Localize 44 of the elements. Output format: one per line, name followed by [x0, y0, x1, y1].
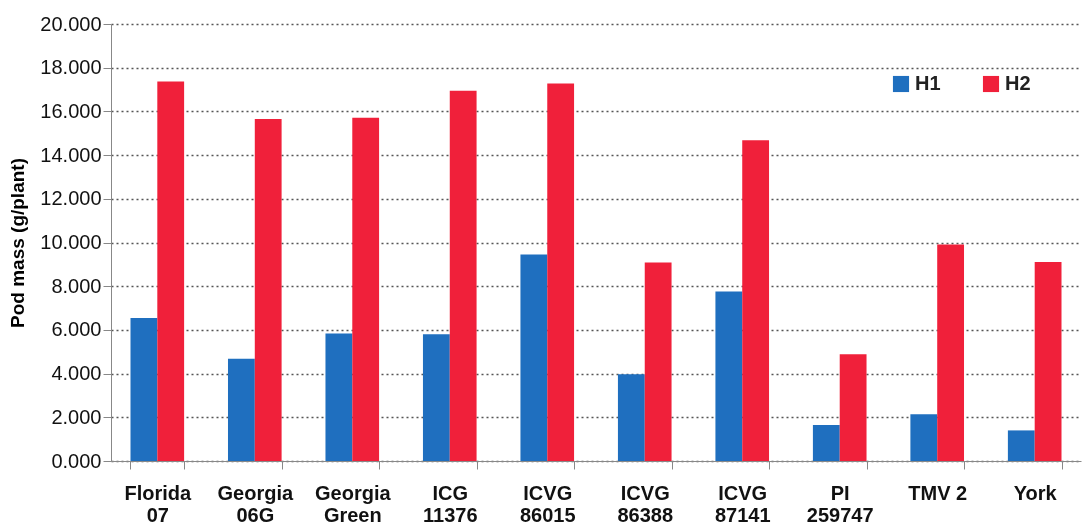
bar: [130, 317, 158, 461]
bar: [422, 334, 450, 461]
bar: [1007, 430, 1035, 461]
x-tick-label: Georgia 06G: [217, 481, 294, 526]
bar: [715, 291, 743, 461]
y-tick-label: 20.000: [40, 12, 102, 35]
bar: [352, 117, 380, 461]
bar: [547, 83, 575, 461]
x-tick-label: ICG 11376: [423, 481, 478, 526]
y-tick-label: 16.000: [40, 99, 102, 122]
bar: [227, 358, 255, 461]
y-tick-label: 8.000: [51, 274, 102, 297]
y-tick-label: 18.000: [40, 56, 102, 79]
y-tick-label: 2.000: [51, 405, 102, 428]
x-tick-label: ICVG 86015: [519, 481, 576, 526]
y-tick-label: 4.000: [51, 362, 102, 385]
x-tick-label: TMV 2: [908, 481, 968, 504]
legend-label: H2: [1005, 72, 1031, 94]
x-tick-label: ICVG 86388: [617, 481, 674, 526]
bar: [644, 262, 672, 461]
bar: [839, 354, 867, 461]
y-tick-label: 10.000: [40, 231, 102, 253]
legend-label: H1: [915, 72, 941, 94]
bar: [1034, 261, 1062, 461]
bar: [325, 333, 353, 461]
y-tick-label: 12.000: [40, 187, 102, 210]
bar: [910, 414, 938, 461]
bar: [812, 424, 840, 461]
bar: [157, 81, 185, 461]
y-tick-label: 6.000: [51, 318, 102, 341]
bar: [520, 254, 548, 461]
y-axis-title: Pod mass (g/plant): [7, 158, 29, 328]
bar: [254, 119, 282, 461]
x-tick-label: York: [1013, 481, 1058, 504]
y-tick-label: 14.000: [40, 143, 102, 166]
bar: [449, 90, 477, 461]
bar: [742, 140, 770, 461]
x-tick-label: Florida 07: [124, 481, 193, 526]
bar: [937, 244, 965, 461]
x-tick-label: Georgia Green: [314, 481, 392, 526]
x-tick-label: ICVG 87141: [714, 481, 771, 526]
x-tick-label: PI 259747: [806, 481, 874, 526]
bar: [617, 374, 645, 461]
y-tick-label: 0.000: [51, 449, 102, 472]
